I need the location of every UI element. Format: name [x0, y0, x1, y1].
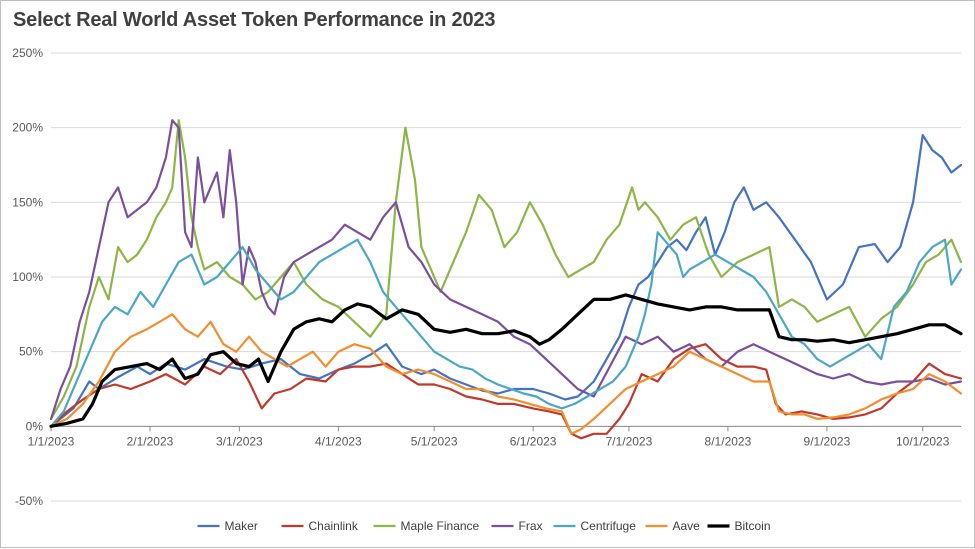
- y-axis-ticks: 250% 200% 150% 100% 50% 0% -50%: [12, 46, 43, 508]
- x-tick-label: 3/1/2023: [216, 434, 263, 448]
- legend-item: Maker: [197, 519, 258, 533]
- legend-label: Aave: [673, 519, 701, 533]
- series-line-bitcoin: [49, 293, 963, 428]
- legend-item: Frax: [491, 519, 543, 533]
- series-lines: [49, 119, 963, 440]
- legend-item: Centrifuge: [553, 519, 637, 533]
- series-line-maple-finance: [49, 119, 963, 420]
- legend-item: Aave: [645, 519, 701, 533]
- legend-item: Maple Finance: [373, 519, 480, 533]
- x-tick-label: 1/1/2023: [28, 434, 75, 448]
- x-tick-label: 9/1/2023: [804, 434, 851, 448]
- x-axis-ticks: 1/1/2023 2/1/2023 3/1/2023 4/1/2023 5/1/2023…: [28, 426, 950, 448]
- y-tick-label: 200%: [12, 121, 43, 135]
- series-line-maker: [49, 134, 963, 428]
- x-tick-label: 7/1/2023: [606, 434, 653, 448]
- x-tick-label: 2/1/2023: [127, 434, 174, 448]
- x-tick-label: 8/1/2023: [705, 434, 752, 448]
- legend-item: Bitcoin: [707, 519, 771, 533]
- y-tick-label: -50%: [15, 494, 43, 508]
- series-line-frax: [49, 119, 963, 420]
- legend-label: Maple Finance: [401, 519, 480, 533]
- legend-label: Bitcoin: [735, 519, 771, 533]
- y-tick-label: 150%: [12, 195, 43, 209]
- series-line-aave: [49, 313, 963, 435]
- gridlines: [51, 52, 961, 502]
- x-tick-label: 10/1/2023: [896, 434, 950, 448]
- x-tick-label: 4/1/2023: [315, 434, 362, 448]
- legend-label: Centrifuge: [581, 519, 637, 533]
- x-tick-label: 5/1/2023: [411, 434, 458, 448]
- legend-label: Maker: [225, 519, 258, 533]
- legend: Maker Chainlink Maple Finance Frax Centrifug…: [197, 519, 771, 533]
- legend-label: Frax: [519, 519, 543, 533]
- chart-title: Select Real World Asset Token Performanc…: [13, 9, 496, 31]
- series-line-centrifuge: [49, 231, 963, 428]
- y-tick-label: 100%: [12, 270, 43, 284]
- y-tick-label: 0%: [26, 419, 44, 433]
- y-tick-label: 50%: [19, 345, 43, 359]
- legend-label: Chainlink: [309, 519, 359, 533]
- y-tick-label: 250%: [12, 46, 43, 60]
- legend-item: Chainlink: [281, 519, 359, 533]
- x-tick-label: 6/1/2023: [510, 434, 557, 448]
- series-line-chainlink: [49, 343, 963, 440]
